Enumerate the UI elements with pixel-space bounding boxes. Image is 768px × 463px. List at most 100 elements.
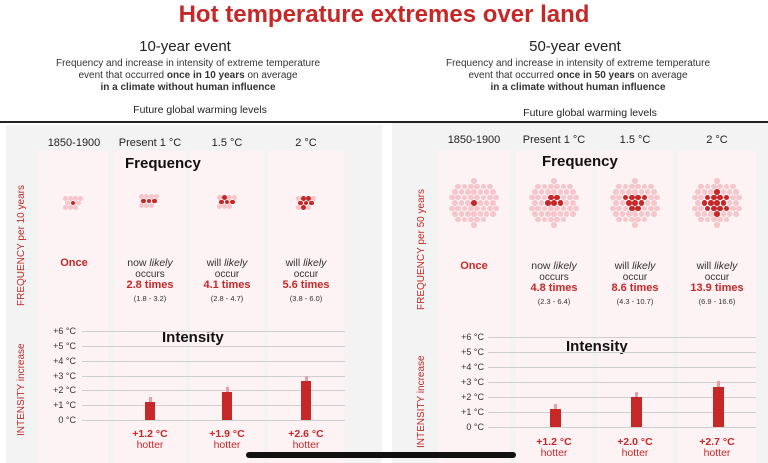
background-dot (551, 189, 557, 195)
background-dot (455, 194, 462, 201)
event-dot (306, 196, 311, 201)
gridline (82, 345, 345, 347)
background-dot (306, 205, 311, 210)
panel-heading-50yr: 50-year event (529, 38, 621, 55)
event-dot (222, 195, 227, 200)
y-tick-label: +3 °C (461, 377, 484, 387)
background-dot (458, 200, 465, 206)
y-tick-label: +1 °C (53, 400, 76, 411)
result-present-50yr: now likely occurs 4.8 times (2.3 - 6.4) (530, 260, 578, 307)
background-dot (480, 216, 487, 223)
background-dot (554, 216, 560, 223)
background-dot (535, 205, 542, 212)
background-dot (560, 205, 567, 212)
event-dot (298, 200, 304, 206)
event-dot (301, 196, 306, 201)
background-dot (483, 200, 490, 206)
event-dot (717, 205, 723, 212)
background-dot (622, 205, 629, 212)
background-dot (455, 205, 462, 212)
background-dot (613, 211, 619, 217)
desc-line3-10yr: in a climate without human influence (100, 82, 276, 93)
background-dot (736, 205, 742, 212)
result-15-10yr: will likely occur 4.1 times (2.8 - 4.7) (203, 257, 251, 304)
event-dot (554, 194, 560, 201)
background-dot (468, 216, 474, 223)
background-dot (638, 211, 645, 217)
background-dot (698, 194, 705, 201)
result-15-50yr: will likely occur 8.6 times (4.3 - 10.7) (611, 260, 659, 307)
background-dot (619, 189, 626, 195)
background-dot (548, 205, 554, 212)
col-label-2-10yr: 2 °C (295, 137, 317, 149)
background-dot (557, 189, 564, 195)
background-dot (563, 189, 570, 195)
background-dot (651, 189, 657, 195)
background-dot (295, 205, 301, 210)
background-dot (557, 211, 564, 217)
event-dot (635, 205, 641, 212)
background-dot (616, 183, 623, 190)
event-dot (723, 194, 730, 201)
event-dot (548, 194, 554, 201)
background-dot (458, 189, 465, 195)
background-dot (632, 222, 638, 228)
background-dot (698, 205, 705, 212)
y-tick-label: +3 °C (53, 370, 76, 381)
background-dot (720, 211, 727, 217)
event-dot (629, 194, 635, 201)
background-dot (560, 194, 567, 201)
background-dot (138, 203, 144, 208)
frequency-axis-label-10yr: FREQUENCY per 10 years (16, 185, 27, 306)
event-dot (151, 198, 157, 204)
background-dot (68, 205, 73, 210)
background-dot (717, 216, 723, 223)
background-dot (538, 211, 545, 217)
background-dot (729, 194, 736, 201)
background-dot (570, 200, 576, 206)
background-dot (644, 200, 651, 206)
background-dot (635, 183, 641, 190)
background-dot (723, 183, 730, 190)
intensity-title-10yr: Intensity (162, 329, 224, 346)
background-dot (548, 216, 554, 223)
background-dot (455, 216, 462, 223)
hotter-present-10yr: +1.2 °C hotter (132, 428, 168, 451)
background-dot (632, 211, 638, 217)
background-dot (619, 200, 626, 206)
col-label-present-50yr: Present 1 °C (522, 134, 586, 146)
background-dot (232, 195, 238, 200)
y-tick-label: 0 °C (466, 422, 484, 432)
home-indicator[interactable] (246, 452, 516, 458)
hotter-2-50yr: +2.7 °C hotter (699, 436, 735, 459)
event-dot (303, 200, 309, 206)
hotter-15-50yr: +2.0 °C hotter (617, 436, 653, 459)
background-dot (641, 205, 648, 212)
background-dot (647, 194, 654, 201)
background-dot (483, 211, 490, 217)
frequency-title-50yr: Frequency (542, 153, 618, 170)
background-dot (486, 205, 493, 212)
desc-line1-50yr: Frequency and increase in intensity of e… (445, 58, 711, 69)
background-dot (707, 211, 714, 217)
background-dot (455, 183, 462, 190)
event-dot (70, 200, 76, 206)
event-dot (714, 189, 720, 195)
background-dot (610, 194, 616, 201)
gridline (488, 382, 756, 383)
background-dot (452, 200, 458, 206)
intensity-title-50yr: Intensity (566, 338, 628, 355)
frequency-axis-label-50yr: FREQUENCY per 50 years (416, 189, 427, 310)
background-dot (486, 183, 493, 190)
background-dot (698, 183, 705, 190)
background-dot (216, 204, 222, 209)
col-label-15-50yr: 1.5 °C (619, 134, 651, 146)
event-dot (622, 194, 629, 201)
background-dot (695, 200, 701, 206)
gridline (82, 331, 345, 332)
background-dot (632, 178, 638, 184)
background-dot (654, 205, 660, 212)
background-dot (535, 183, 542, 190)
background-dot (651, 200, 657, 206)
intensity-bar (222, 391, 232, 420)
